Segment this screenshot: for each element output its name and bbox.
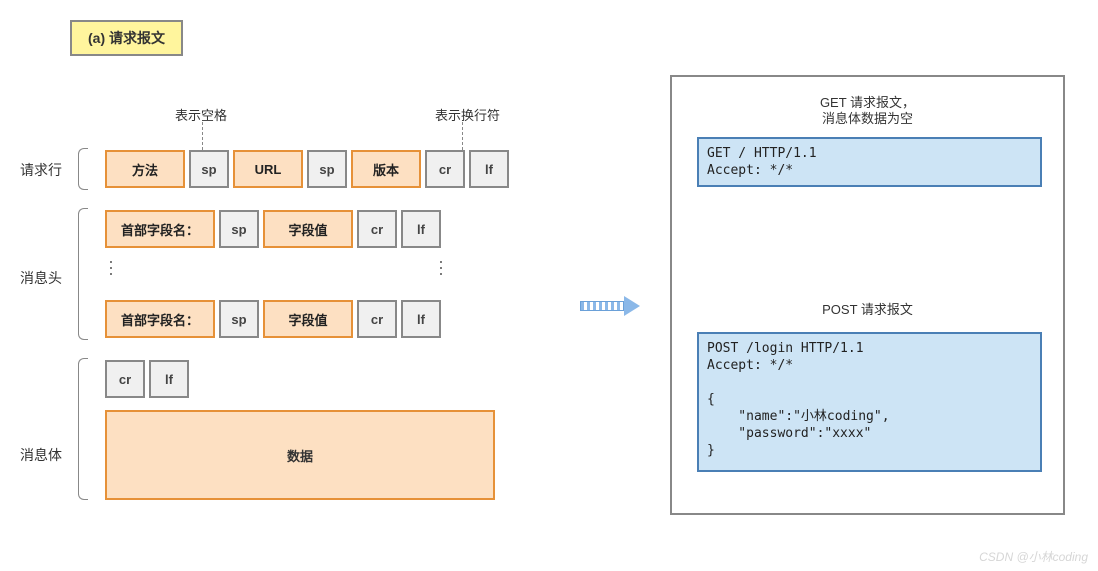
cell-cr1: cr bbox=[425, 150, 465, 188]
examples-panel: GET 请求报文， 消息体数据为空 GET / HTTP/1.1 Accept:… bbox=[670, 75, 1065, 515]
vdots-left: ··· bbox=[108, 258, 114, 276]
dash-space bbox=[202, 122, 203, 150]
label-request-line: 请求行 bbox=[20, 160, 62, 180]
brace-body bbox=[78, 358, 88, 500]
post-example: POST /login HTTP/1.1 Accept: */* { "name… bbox=[697, 332, 1042, 472]
arrow-icon bbox=[580, 298, 640, 314]
cell-fieldname-1: 首部字段名： bbox=[105, 210, 215, 248]
row-crlf: cr lf bbox=[105, 360, 193, 398]
tag-space: 表示空格 bbox=[175, 105, 227, 124]
cell-version: 版本 bbox=[351, 150, 421, 188]
cell-fieldvalue-1: 字段值 bbox=[263, 210, 353, 248]
cell-cr-h1: cr bbox=[357, 210, 397, 248]
diagram-title: (a) 请求报文 bbox=[70, 20, 183, 56]
vdots-right: ··· bbox=[438, 258, 444, 276]
cell-sp-h2: sp bbox=[219, 300, 259, 338]
cell-fieldname-2: 首部字段名： bbox=[105, 300, 215, 338]
brace-headers bbox=[78, 208, 88, 340]
cell-sp2: sp bbox=[307, 150, 347, 188]
cell-lf-h1: lf bbox=[401, 210, 441, 248]
cell-sp-h1: sp bbox=[219, 210, 259, 248]
get-title: GET 请求报文， 消息体数据为空 bbox=[672, 95, 1063, 127]
row-header-2: 首部字段名： sp 字段值 cr lf bbox=[105, 300, 445, 338]
cell-method: 方法 bbox=[105, 150, 185, 188]
row-request-line: 方法 sp URL sp 版本 cr lf bbox=[105, 150, 513, 188]
watermark: CSDN @小林coding bbox=[979, 548, 1088, 565]
brace-request-line bbox=[78, 148, 88, 190]
cell-cr-h2: cr bbox=[357, 300, 397, 338]
cell-sp1: sp bbox=[189, 150, 229, 188]
cell-fieldvalue-2: 字段值 bbox=[263, 300, 353, 338]
dash-newline bbox=[462, 122, 463, 150]
body-box: 数据 bbox=[105, 410, 495, 500]
label-headers: 消息头 bbox=[20, 268, 62, 288]
cell-url: URL bbox=[233, 150, 303, 188]
get-example: GET / HTTP/1.1 Accept: */* bbox=[697, 137, 1042, 187]
tag-newline: 表示换行符 bbox=[435, 105, 500, 124]
cell-lf-end: lf bbox=[149, 360, 189, 398]
cell-lf1: lf bbox=[469, 150, 509, 188]
cell-lf-h2: lf bbox=[401, 300, 441, 338]
post-title: POST 请求报文 bbox=[672, 302, 1063, 318]
cell-cr-end: cr bbox=[105, 360, 145, 398]
label-body: 消息体 bbox=[20, 445, 62, 465]
row-header-1: 首部字段名： sp 字段值 cr lf bbox=[105, 210, 445, 248]
